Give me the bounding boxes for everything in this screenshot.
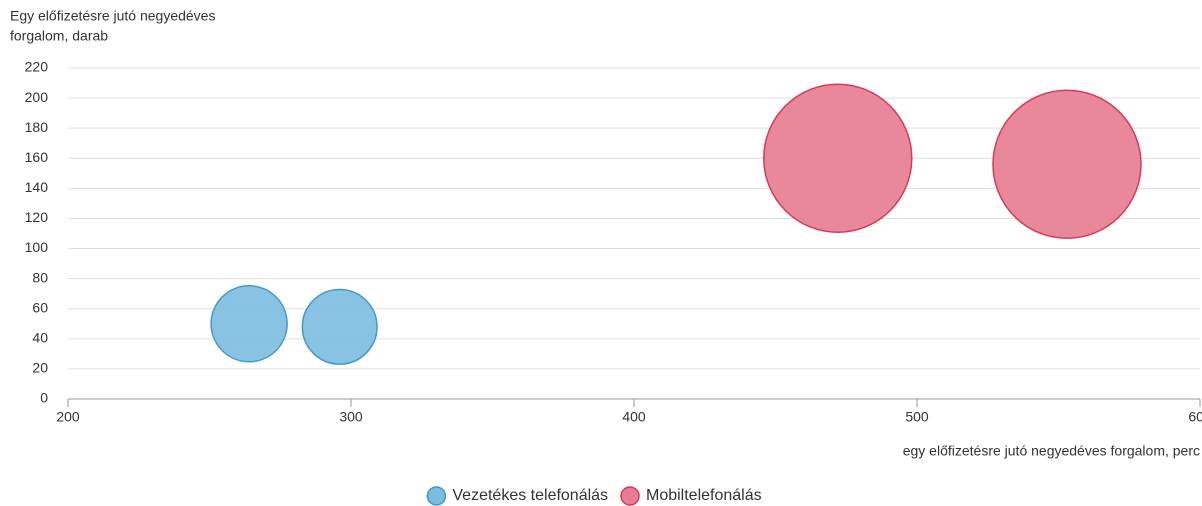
bubble	[301, 288, 378, 365]
y-tick-label: 100	[25, 239, 49, 255]
y-tick-label: 120	[25, 209, 49, 225]
y-tick-label: 220	[25, 59, 49, 75]
y-tick-label: 80	[32, 269, 48, 285]
x-tick-label: 400	[622, 409, 646, 425]
y-tick-label: 140	[25, 179, 49, 195]
y-tick-label: 20	[32, 360, 48, 376]
legend-label: Mobiltelefonálás	[646, 487, 762, 504]
y-tick-label: 180	[25, 119, 49, 135]
y-tick-label: 60	[32, 299, 48, 315]
x-tick-label: 200	[56, 409, 80, 425]
y-tick-label: 0	[40, 390, 48, 406]
legend-symbol	[426, 486, 447, 506]
y-axis-title: Egy előfizetésre jutó negyedéves	[10, 8, 215, 24]
y-tick-label: 200	[25, 89, 49, 105]
bubble	[992, 89, 1142, 240]
x-axis-title: egy előfizetésre jutó negyedéves forgalo…	[903, 443, 1200, 459]
y-axis-title: forgalom, darab	[10, 28, 108, 44]
x-tick-label: 500	[905, 409, 929, 425]
legend-label: Vezetékes telefonálás	[452, 487, 608, 504]
legend-symbol	[620, 486, 640, 506]
bubble	[763, 83, 913, 234]
bubble	[210, 285, 288, 363]
y-tick-label: 40	[32, 330, 48, 346]
y-tick-label: 160	[25, 149, 49, 165]
x-tick-label: 600	[1188, 409, 1202, 425]
x-tick-label: 300	[339, 409, 363, 425]
